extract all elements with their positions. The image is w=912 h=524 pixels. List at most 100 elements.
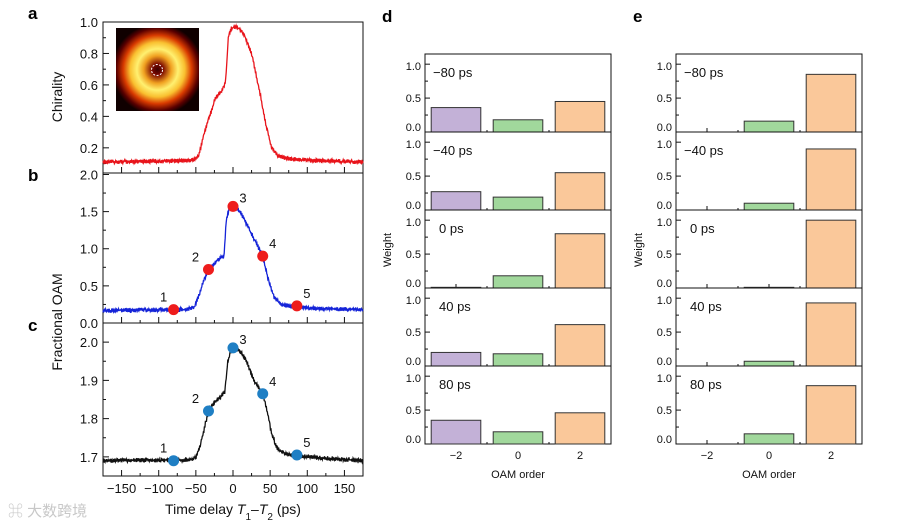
bar-oam-2 xyxy=(554,100,606,133)
x-label-part: – xyxy=(251,501,259,517)
y-tick-label: 0.0 xyxy=(657,122,672,134)
panel-letter-a: a xyxy=(28,4,38,23)
bar-oam-2 xyxy=(805,219,857,289)
bar-subplot: 0.0 0.5 1.0 −80 ps xyxy=(406,53,612,134)
y-tick-label: 0.5 xyxy=(657,249,672,261)
panel-letter-b: b xyxy=(28,166,38,185)
delay-label: 80 ps xyxy=(439,377,471,392)
y-tick-label: 0.5 xyxy=(657,171,672,183)
y-tick-label: 0.5 xyxy=(657,93,672,105)
bar-oam-2 xyxy=(805,73,857,133)
y-tick-label: 1.0 xyxy=(406,61,421,73)
delay-label: −80 ps xyxy=(433,65,473,80)
bar-oam-2 xyxy=(805,148,857,211)
bar-oam-1 xyxy=(743,120,795,133)
y-tick-label: 0.5 xyxy=(406,93,421,105)
data-point-1 xyxy=(168,455,180,467)
delay-label: 0 ps xyxy=(439,221,464,236)
bar-subplot: 0.0 0.5 1.0 0 ps xyxy=(657,209,863,290)
panel-letter-e: e xyxy=(633,7,642,26)
x-axis-label: OAM order xyxy=(742,469,796,481)
y-tick-label: 1.0 xyxy=(657,217,672,229)
y-tick-label: 1.7 xyxy=(80,450,98,465)
y-tick-label: 0.0 xyxy=(657,434,672,446)
y-tick-label: 1.8 xyxy=(80,412,98,427)
dashed-circle-icon xyxy=(151,64,163,76)
x-label-part: Time delay xyxy=(165,501,237,517)
bar-oam-0 xyxy=(430,351,482,367)
y-tick-label: 0.6 xyxy=(80,78,98,93)
x-label-part: (ps) xyxy=(273,501,301,517)
delay-label: 40 ps xyxy=(690,299,722,314)
data-point-4 xyxy=(257,250,269,262)
bar-oam-1 xyxy=(743,202,795,211)
y-axis-label: Weight xyxy=(633,233,645,267)
series-line xyxy=(102,23,364,166)
y-tick-label: 0.5 xyxy=(406,327,421,339)
panel-a: 0.2 0.4 0.6 0.8 1.0 xyxy=(80,15,364,174)
y-tick-label: 1.9 xyxy=(80,373,98,388)
x-tick-label: −2 xyxy=(450,450,463,462)
y-tick-label: 0.5 xyxy=(657,405,672,417)
bar-subplot: 0.0 0.5 1.0 −80 ps xyxy=(657,53,863,134)
y-tick-label: 0.5 xyxy=(657,327,672,339)
x-label-part: 1 xyxy=(245,512,251,523)
y-tick-label: 0.0 xyxy=(80,316,98,331)
x-tick-label: −2 xyxy=(701,450,714,462)
x-tick-label: −100 xyxy=(144,481,173,496)
inset-beam-image xyxy=(116,28,199,111)
panel-letter-d: d xyxy=(382,7,392,26)
data-point-3 xyxy=(227,200,239,212)
data-point-5 xyxy=(291,300,303,312)
y-axis-label-chirality: Chirality xyxy=(49,72,65,123)
y-tick-label: 0.8 xyxy=(80,46,98,61)
y-axis-label: Weight xyxy=(382,233,394,267)
x-tick-label: 2 xyxy=(577,450,583,462)
bar-oam-1 xyxy=(492,119,544,133)
data-point-5 xyxy=(291,449,303,461)
delay-label: 0 ps xyxy=(690,221,715,236)
data-point-2 xyxy=(202,405,214,417)
bar-oam-1 xyxy=(492,431,544,445)
y-tick-label: 0.0 xyxy=(406,356,421,368)
y-tick-label: 0.5 xyxy=(80,279,98,294)
point-label: 3 xyxy=(239,332,246,347)
y-tick-label: 0.5 xyxy=(406,171,421,183)
panel-d: 0.00.51.0 −80 ps0.00.51.0 −40 ps0.00.51.0 0… xyxy=(382,53,612,481)
bar-oam-2 xyxy=(554,412,606,445)
y-tick-label: 2.0 xyxy=(80,335,98,350)
y-tick-label: 0.0 xyxy=(657,200,672,212)
bar-oam-2 xyxy=(805,385,857,445)
y-axis-label-oam: Fractional OAM xyxy=(49,273,65,370)
panel-e: 0.00.51.0 −80 ps0.00.51.0 −40 ps0.00.51.0 0… xyxy=(633,53,863,481)
panel-c: 1.7 1.8 1.9 2.0 1 2 3 4 5 −150 −100 −50 0 50 100 150 Tim… xyxy=(80,322,364,523)
x-label-part: 2 xyxy=(267,512,273,523)
delay-label: 80 ps xyxy=(690,377,722,392)
x-tick-label: −50 xyxy=(185,481,207,496)
data-point-1 xyxy=(168,304,180,316)
x-label-part: T xyxy=(259,501,269,517)
point-label: 2 xyxy=(192,250,199,265)
y-tick-label: 0.0 xyxy=(657,278,672,290)
delay-label: −40 ps xyxy=(684,143,724,158)
bar-oam-2 xyxy=(554,324,606,367)
x-tick-label: −150 xyxy=(107,481,136,496)
point-label: 4 xyxy=(269,374,276,389)
point-label: 4 xyxy=(269,236,276,251)
x-axis-label: Time delay T1–T2 (ps) xyxy=(165,501,301,523)
y-tick-label: 0.4 xyxy=(80,109,98,124)
bar-oam-2 xyxy=(554,233,606,289)
bar-subplot: 0.0 0.5 1.0 −40 ps xyxy=(657,131,863,212)
y-tick-label: 0.0 xyxy=(406,434,421,446)
bar-subplot: 0.0 0.5 1.0 80 ps xyxy=(657,365,863,446)
point-label: 2 xyxy=(192,391,199,406)
bar-oam-2 xyxy=(805,302,857,367)
point-label: 1 xyxy=(160,290,167,305)
y-tick-label: 0.5 xyxy=(406,405,421,417)
x-tick-label: 100 xyxy=(296,481,318,496)
data-point-3 xyxy=(227,342,239,354)
point-label: 5 xyxy=(303,286,310,301)
y-tick-label: 0.0 xyxy=(406,122,421,134)
data-point-4 xyxy=(257,388,269,400)
